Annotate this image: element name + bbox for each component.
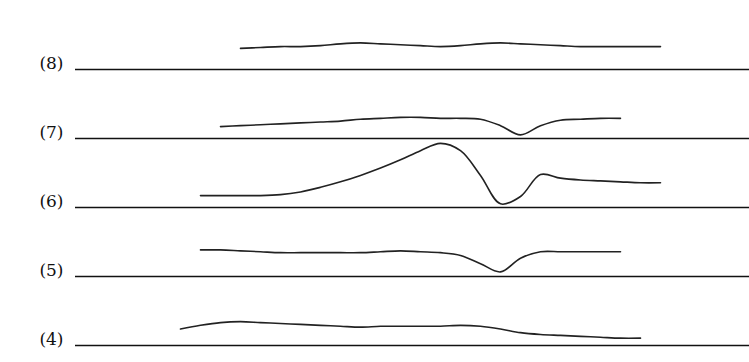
svg-text:(5): (5) (39, 260, 63, 280)
svg-text:(7): (7) (39, 122, 63, 142)
svg-text:(8): (8) (39, 53, 63, 73)
svg-text:(6): (6) (39, 191, 63, 211)
svg-text:(4): (4) (39, 329, 63, 349)
